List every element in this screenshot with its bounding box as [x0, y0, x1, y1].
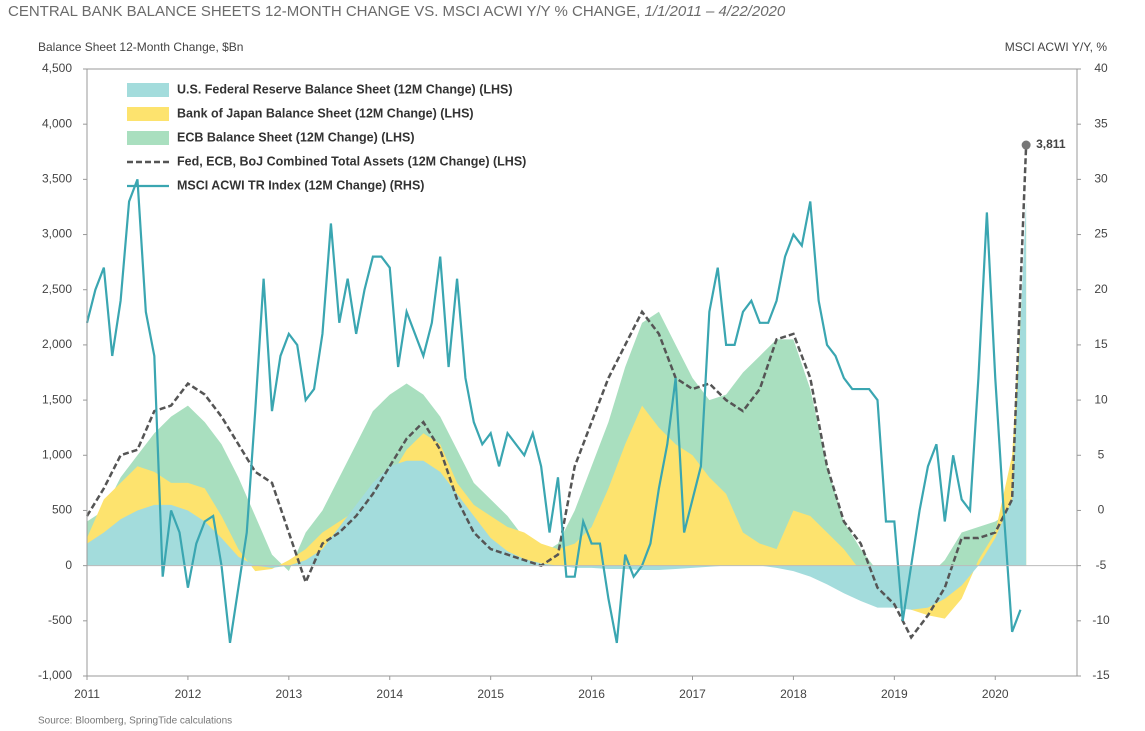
y-tick-label: 3,500: [42, 172, 72, 186]
line: [85, 178, 1022, 644]
x-tick-label: 2012: [175, 687, 202, 701]
area: [87, 201, 1027, 610]
title-text: CENTRAL BANK BALANCE SHEETS 12-MONTH CHA…: [8, 3, 645, 20]
chart-title: CENTRAL BANK BALANCE SHEETS 12-MONTH CHA…: [8, 3, 786, 20]
legend-label: Bank of Japan Balance Sheet (12M Change)…: [177, 106, 474, 120]
x-tick-label: 2011: [74, 687, 100, 701]
x-tick-label: 2018: [780, 687, 807, 701]
source-note: Source: Bloomberg, SpringTide calculatio…: [38, 716, 232, 727]
y-tick-label: 0: [65, 558, 72, 572]
legend-swatch: [127, 83, 169, 97]
y-tick-label: 2,500: [42, 282, 72, 296]
x-tick-label: 2015: [477, 687, 504, 701]
y-tick-label: 2,000: [42, 337, 72, 351]
y-tick-label: 1,000: [42, 447, 72, 461]
y2-tick-label: 40: [1094, 61, 1108, 75]
y2-tick-label: -15: [1092, 668, 1110, 682]
line: [85, 144, 1028, 640]
area: [87, 223, 1027, 619]
y2-tick-label: -5: [1096, 558, 1107, 572]
y2-tick-label: 10: [1094, 392, 1108, 406]
x-tick-label: 2016: [578, 687, 605, 701]
y2-tick-label: 0: [1098, 503, 1105, 517]
title-date-range: 1/1/2011 – 4/22/2020: [645, 3, 786, 20]
y-axis-label: Balance Sheet 12-Month Change, $Bn: [38, 40, 243, 54]
data-label: 3,811: [1036, 137, 1066, 151]
y-tick-label: -500: [48, 613, 72, 627]
y-tick-label: -1,000: [38, 668, 72, 682]
y2-tick-label: 5: [1098, 447, 1105, 461]
x-tick-label: 2017: [679, 687, 706, 701]
y-tick-label: 4,500: [42, 61, 72, 75]
x-tick-label: 2019: [881, 687, 908, 701]
y2-tick-label: 15: [1094, 337, 1108, 351]
y-tick-label: 3,000: [42, 227, 72, 241]
y-tick-label: 1,500: [42, 392, 72, 406]
legend-label: ECB Balance Sheet (12M Change) (LHS): [177, 130, 415, 144]
plot-area: 3,811 -1,000 -500 0 500 1,000 1,500 2,000 2,500 3…: [38, 61, 1110, 701]
x-tick-label: 2013: [275, 687, 302, 701]
y2-tick-label: -10: [1092, 613, 1110, 627]
end-marker: [1021, 140, 1031, 150]
y-tick-label: 500: [52, 503, 72, 517]
y-tick-label: 4,000: [42, 116, 72, 130]
legend-label: MSCI ACWI TR Index (12M Change) (RHS): [177, 178, 424, 192]
y2-tick-label: 30: [1094, 172, 1108, 186]
y2-tick-label: 35: [1094, 116, 1108, 130]
legend-label: U.S. Federal Reserve Balance Sheet (12M …: [177, 82, 513, 96]
x-tick-label: 2020: [982, 687, 1009, 701]
legend-swatch: [127, 131, 169, 145]
x-tick-label: 2014: [376, 687, 403, 701]
y2-tick-label: 20: [1094, 282, 1108, 296]
y2-tick-label: 25: [1094, 227, 1108, 241]
y2-axis-label: MSCI ACWI Y/Y, %: [1005, 40, 1108, 54]
legend-swatch: [127, 107, 169, 121]
legend-label: Fed, ECB, BoJ Combined Total Assets (12M…: [177, 154, 526, 168]
plot-frame: [86, 68, 1078, 677]
